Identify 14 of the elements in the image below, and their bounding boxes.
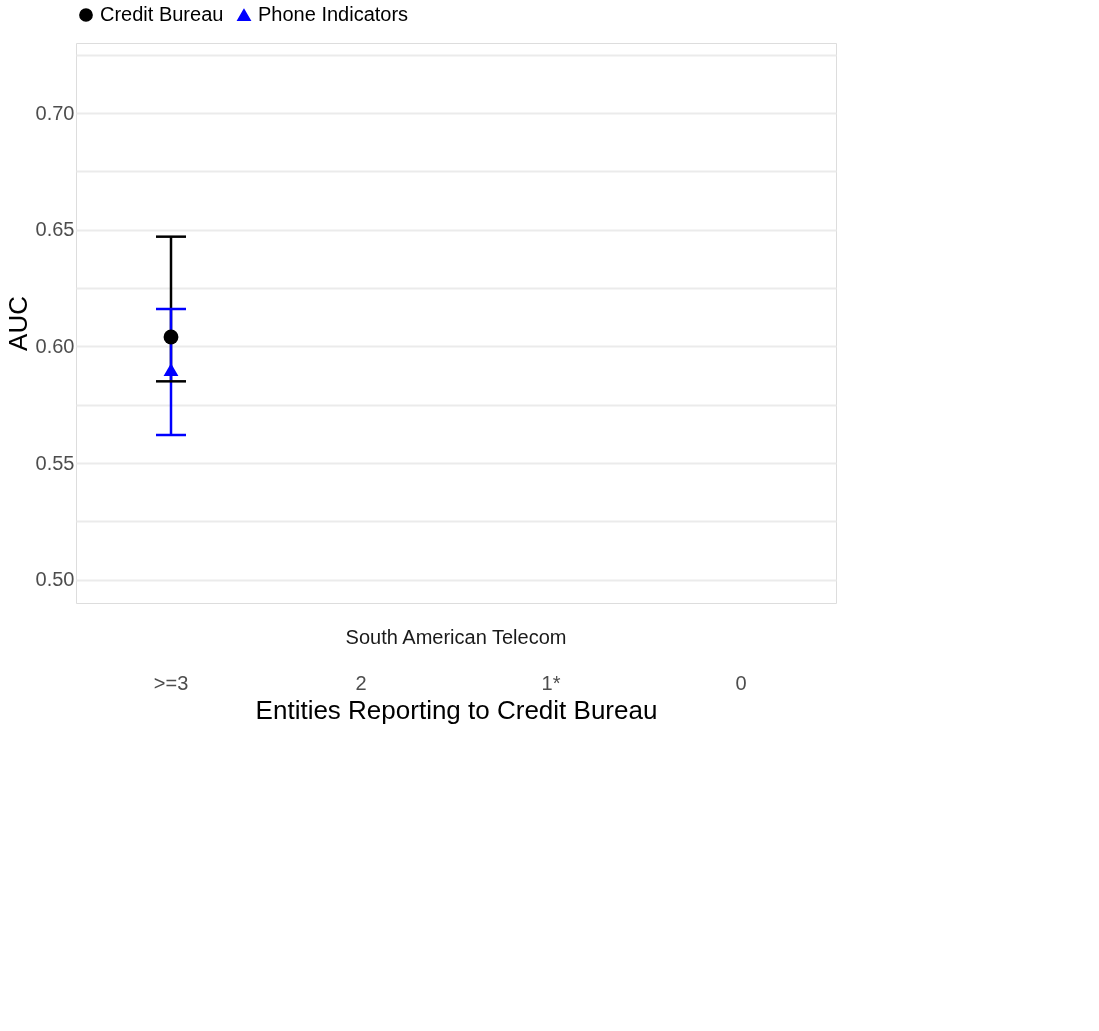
x-tick-label: 2 bbox=[355, 671, 367, 694]
text: South American Telecom bbox=[345, 626, 567, 648]
x-tick-label: 0 bbox=[735, 671, 747, 694]
y-tick-label: 0.60 bbox=[35, 334, 75, 357]
y-tick-label: 0.70 bbox=[35, 101, 75, 124]
legend-label: Phone Indicators bbox=[258, 3, 409, 25]
legend-label: Credit Bureau bbox=[100, 3, 224, 25]
y-axis-title: AUC bbox=[2, 296, 33, 351]
y-tick-label: 0.55 bbox=[35, 451, 75, 474]
x-axis-title: Entities Reporting to Credit Bureau bbox=[255, 694, 658, 725]
y-tick-label: 0.50 bbox=[35, 568, 75, 591]
x-tick-label: 1* bbox=[541, 671, 561, 694]
x-tick-label: >=3 bbox=[153, 671, 189, 694]
y-tick-label: 0.65 bbox=[35, 218, 75, 241]
